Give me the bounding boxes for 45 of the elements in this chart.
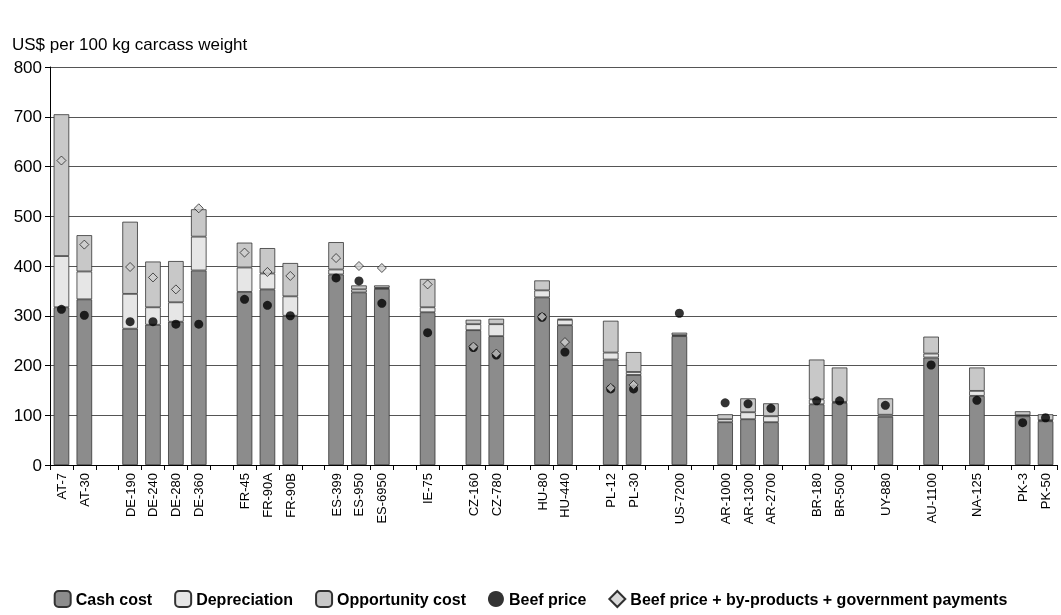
x-tick-label: CZ-780 — [488, 473, 504, 517]
x-tick-label: UY-880 — [877, 473, 893, 516]
x-tick-label: US-7200 — [671, 473, 687, 525]
x-tick-label: AU-1100 — [923, 473, 939, 524]
x-tick-label: AR-1000 — [717, 473, 733, 525]
x-tick-label: IE-75 — [420, 473, 436, 505]
legend-label: Opportunity cost — [337, 590, 467, 608]
x-tick-label: FR-90A — [259, 472, 275, 518]
x-tick-label: DE-360 — [191, 473, 207, 518]
x-tick-label: ES-399 — [328, 473, 344, 517]
y-tick-label: 600 — [13, 157, 42, 176]
x-tick-label: FR-45 — [237, 473, 253, 510]
y-tick-label: 300 — [13, 306, 42, 326]
x-tick-label: DE-280 — [168, 473, 184, 518]
x-tick-label: HU-80 — [534, 473, 550, 511]
x-tick-label: AR-2700 — [763, 473, 779, 525]
x-tick-label: ES-6950 — [374, 473, 390, 524]
x-tick-label: FR-90B — [282, 473, 298, 518]
legend-label: Beef price + by-products + government payments — [630, 590, 1008, 608]
y-tick-label: 400 — [13, 256, 42, 276]
y-tick-label: 100 — [13, 405, 42, 425]
x-tick-label: BR-500 — [832, 473, 848, 518]
x-tick-label: DE-240 — [145, 473, 161, 518]
x-tick-label: ES-950 — [351, 473, 367, 517]
y-tick-label: 200 — [13, 356, 42, 375]
x-tick-label: PL-30 — [626, 473, 642, 508]
y-tick-label: 800 — [13, 57, 42, 77]
x-tick-label: CZ-160 — [465, 473, 481, 517]
x-tick-label: BR-180 — [809, 473, 825, 518]
x-tick-label: PK-50 — [1038, 473, 1054, 510]
legend-label: Cash cost — [75, 590, 153, 608]
x-tick-label: AT-30 — [76, 473, 92, 507]
y-axis-title: US$ per 100 kg carcass weight — [12, 35, 248, 54]
x-tick-label: AR-1300 — [740, 473, 756, 525]
x-tick-label: PL-12 — [603, 473, 619, 508]
x-tick-label: DE-190 — [122, 473, 138, 518]
x-tick-label: AT-7 — [53, 473, 69, 500]
x-tick-label: HU-440 — [557, 473, 573, 518]
y-tick-label: 700 — [13, 107, 42, 127]
legend-label: Beef price — [508, 590, 587, 608]
y-tick-label: 0 — [32, 455, 42, 475]
x-tick-label: NA-125 — [969, 473, 985, 518]
x-tick-label: PK-3 — [1015, 473, 1031, 502]
y-tick-label: 500 — [13, 206, 42, 226]
legend-label: Depreciation — [196, 590, 294, 608]
